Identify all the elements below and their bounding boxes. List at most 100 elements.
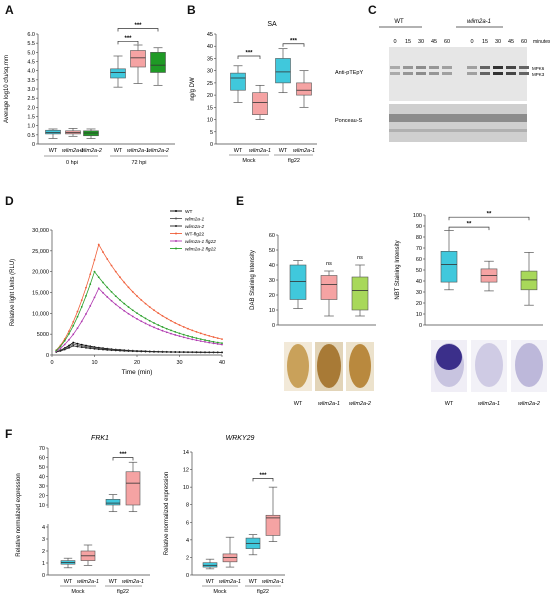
y-tick-label: 60 (269, 233, 275, 239)
series-point (208, 340, 211, 342)
box-frk1-flg22-WT (105, 499, 121, 506)
series-point (182, 336, 185, 339)
blot-time-label: 0 (393, 39, 396, 45)
x-tick-label: wlim2a-2 (147, 148, 169, 154)
box-Mock-WT (230, 72, 246, 91)
band-mpk6 (390, 66, 400, 69)
y-axis-label: Relative normalized expression (16, 473, 22, 556)
chart-title: SA (267, 21, 277, 28)
x-tick-label: 10 (91, 360, 97, 366)
series-point (59, 347, 62, 350)
panel-label-c: C (368, 3, 377, 17)
series-point (80, 299, 83, 302)
series-point (102, 348, 104, 351)
series-line-wlim2a-1-flg22 (56, 287, 223, 352)
series-point (80, 343, 83, 346)
y-tick-label: 20 (269, 293, 275, 299)
series-point (102, 281, 104, 284)
series-point (153, 350, 155, 353)
series-point (106, 286, 109, 289)
series-point (195, 330, 198, 333)
series-point (106, 349, 109, 351)
series-point (195, 337, 198, 340)
series-point (68, 338, 70, 341)
y-tick-label: 4 (186, 538, 189, 544)
annotation-ns: ns (326, 261, 332, 267)
series-point (178, 335, 181, 338)
nbt-leaf-wlim2a-1 (475, 343, 503, 387)
series-point (89, 283, 92, 286)
series-point (212, 336, 215, 338)
series-point (131, 315, 134, 318)
series-point (165, 317, 168, 320)
series-point (148, 306, 151, 308)
y-tick-label: 6.0 (27, 32, 35, 38)
series-point (161, 314, 164, 317)
panel-label-b: B (187, 3, 196, 17)
series-point (216, 341, 219, 344)
series-point (123, 309, 126, 312)
series-point (153, 322, 155, 324)
blot-band-mpk6: MPK6 (532, 66, 545, 71)
y-tick-label: 3 (42, 537, 45, 543)
series-point (191, 336, 194, 338)
sig-a-2-bracket (117, 28, 159, 32)
series-point (97, 287, 100, 290)
series-point (72, 321, 75, 323)
series-point (72, 324, 75, 327)
series-point (216, 351, 219, 354)
series-point (127, 286, 130, 289)
series-point (80, 320, 83, 323)
y-tick-label: 60 (416, 257, 422, 263)
series-point (63, 348, 66, 351)
x-tick-label: WT (64, 579, 73, 585)
band-mpk3 (519, 72, 529, 75)
series-point (68, 330, 70, 333)
y-tick-label: 0.5 (27, 133, 35, 139)
series-point (140, 299, 143, 301)
blot-time-unit: minutes (533, 39, 550, 45)
blot-band-mpk3: MPK3 (532, 72, 545, 77)
series-point (221, 351, 223, 354)
series-point (114, 349, 117, 352)
series-point (157, 328, 160, 330)
band-mpk3 (467, 72, 477, 75)
x-tick-label: wlim2a-1 (122, 579, 144, 585)
box-nbt-wlim2a-2 (520, 270, 538, 291)
series-point (97, 348, 100, 351)
dab-label-wt: WT (294, 401, 303, 407)
series-point (119, 349, 121, 352)
series-point (68, 332, 70, 335)
series-point (174, 331, 177, 333)
blot-time-label: 45 (431, 39, 437, 45)
series-point (110, 290, 113, 293)
blot-time-label: 0 (470, 39, 473, 45)
series-point (204, 339, 206, 341)
y-tick-label: 50 (416, 268, 422, 274)
sig-b-2-bracket (282, 43, 305, 47)
y-axis-label: Relative light Units (RLU) (10, 259, 16, 326)
y-tick-label: 5000 (37, 332, 49, 338)
series-point (106, 296, 109, 298)
band-mpk3 (442, 72, 452, 75)
band-mpk6 (416, 66, 426, 69)
series-point (72, 344, 75, 347)
series-point (123, 302, 126, 305)
box-wrky29-Mock-wlim2a-1 (222, 553, 238, 563)
series-point (157, 350, 160, 353)
sig-e2-2: ** (487, 212, 492, 218)
series-point (199, 338, 202, 341)
series-point (136, 312, 138, 315)
y-axis-label: Average log10 cfu/sq.mm (4, 55, 10, 123)
box-wrky29-Mock-WT (202, 562, 218, 568)
series-point (114, 303, 117, 306)
series-point (212, 342, 215, 345)
box-flg22-wlim2a-1 (296, 82, 312, 96)
y-tick-label: 20 (39, 494, 45, 500)
band-mpk3 (480, 72, 490, 75)
series-point (97, 243, 100, 246)
series-point (89, 347, 92, 350)
series-point (80, 345, 83, 347)
y-tick-label: 45 (207, 32, 213, 38)
